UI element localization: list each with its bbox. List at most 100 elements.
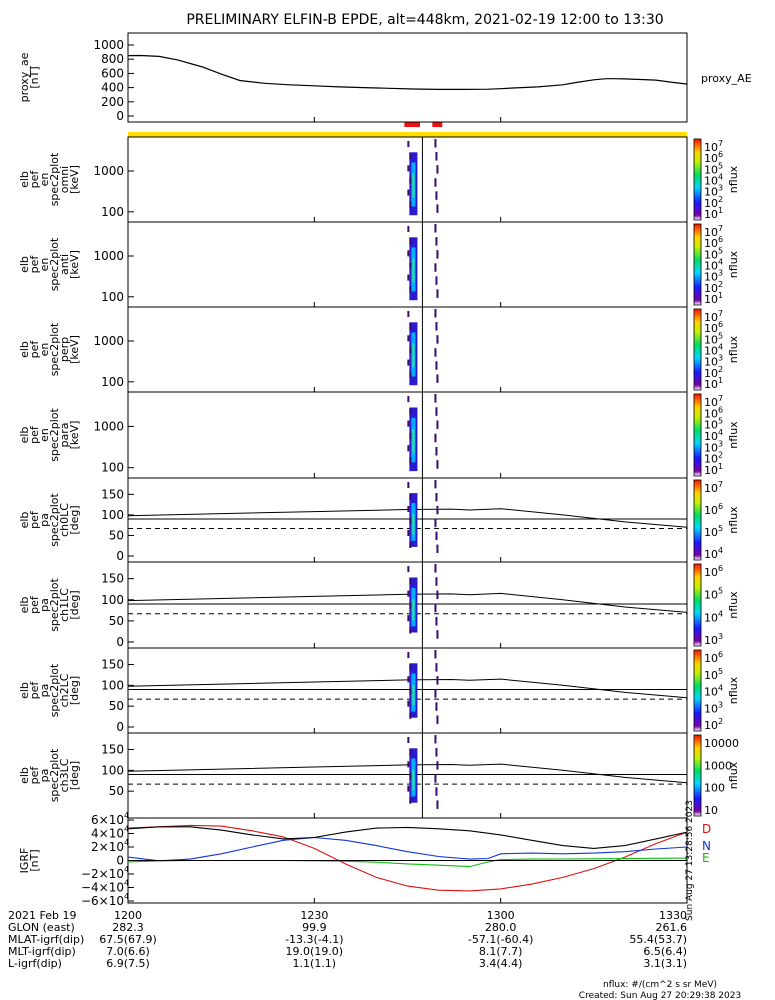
- colorbar-gradient: [693, 479, 702, 561]
- igrf-line-total: [127, 826, 688, 849]
- footer-value: 282.3: [112, 921, 144, 934]
- spectrogram-blob-peak: [412, 173, 415, 198]
- spectrogram-blob-peak: [412, 343, 415, 368]
- colorbar-tick-label: 10: [704, 311, 718, 324]
- y-axis-title: en: [38, 258, 51, 272]
- colorbar-tick-label: 10: [704, 441, 718, 454]
- y-tick-label: 100: [101, 375, 124, 389]
- spectrogram-speckle: [409, 432, 412, 439]
- igrf-line-N: [127, 836, 688, 862]
- spectrogram-speckle: [436, 250, 439, 259]
- spectrogram-speckle: [407, 652, 410, 659]
- y-axis-title: proxy_ae: [18, 52, 31, 102]
- colorbar-tick-label: 10: [704, 634, 718, 647]
- colorbar-tick-label: 10: [704, 271, 718, 284]
- colorbar-title: nflux: [727, 591, 740, 619]
- y-tick-label: 600: [101, 66, 124, 80]
- y-axis-title: spec2plot: [48, 152, 61, 206]
- colorbar-tick-label: 10: [704, 566, 718, 579]
- colorbar-tick-label: 10: [704, 260, 718, 273]
- colorbar-tick-label: 10: [704, 356, 718, 369]
- series-label-proxy-ae: proxy_AE: [701, 72, 752, 85]
- spectrogram-speckle: [407, 761, 410, 768]
- colorbar-tick-label: 10: [704, 345, 718, 358]
- y-axis-title: [keV]: [68, 250, 81, 279]
- spectrogram-speckle: [435, 152, 438, 161]
- y-axis-title: omni: [58, 166, 71, 193]
- panel-frame: [127, 391, 688, 479]
- spectrogram-blob-peak: [412, 684, 415, 706]
- colorbar-tick-label: 10: [704, 453, 718, 466]
- footer-row-label: MLT-igrf(dip): [8, 945, 76, 958]
- spectrogram-speckle: [409, 749, 412, 756]
- colorbar-tick-exponent: 1: [718, 376, 723, 385]
- spectrogram-speckle: [407, 311, 410, 318]
- y-tick-label: 100: [101, 461, 124, 475]
- y-tick-label: 1000: [93, 419, 124, 433]
- colorbar-tick-exponent: 2: [718, 451, 723, 460]
- loss-cone-line: [127, 763, 688, 784]
- colorbar-gradient: [693, 223, 702, 306]
- spectrogram-speckle: [407, 189, 410, 196]
- y-axis-title: spec2plot: [48, 493, 61, 547]
- colorbar-tick-label: 10: [704, 248, 718, 261]
- spectrogram-speckle: [409, 712, 412, 719]
- footer-value: 261.6: [656, 921, 688, 934]
- footer-value: 3.4(4.4): [479, 957, 523, 970]
- spectrogram-speckle: [407, 420, 410, 427]
- colorbar-tick-label: 10: [704, 322, 718, 335]
- y-axis-title: pef: [28, 595, 41, 614]
- colorbar-title: nflux: [727, 506, 740, 534]
- y-tick-exponent: 4: [124, 865, 129, 874]
- y-axis-title: pef: [28, 255, 41, 274]
- y-axis-title: [deg]: [68, 761, 81, 790]
- spectrogram-speckle: [435, 446, 438, 456]
- colorbar-gradient: [693, 563, 702, 647]
- colorbar-tick-exponent: 6: [718, 564, 723, 573]
- spectrogram-speckle: [407, 737, 410, 744]
- y-axis-title: spec2plot: [48, 748, 61, 802]
- y-axis-title: pa: [38, 513, 51, 527]
- y-axis-title: spec2plot: [48, 237, 61, 291]
- colorbar-tick-exponent: 3: [718, 354, 723, 363]
- spectrogram-speckle: [407, 590, 410, 597]
- spectrogram-speckle: [434, 603, 437, 613]
- y-tick-label: 100: [101, 290, 124, 304]
- colorbar-tick-label: 10: [704, 686, 718, 699]
- spectrogram-speckle: [436, 335, 439, 344]
- y-axis-title: [keV]: [68, 335, 81, 364]
- y-tick-label: 4×10: [91, 827, 124, 841]
- spectrogram-speckle: [409, 494, 412, 500]
- colorbar-tick-exponent: 6: [718, 502, 723, 511]
- colorbar-gradient: [693, 308, 702, 391]
- y-tick-exponent: 4: [124, 892, 129, 901]
- y-tick-label: 100: [101, 678, 124, 692]
- colorbar-tick-exponent: 5: [718, 524, 723, 533]
- spectrogram-speckle: [434, 518, 437, 528]
- colorbar-tick-exponent: 3: [718, 269, 723, 278]
- colorbar-tick-label: 10: [704, 702, 718, 715]
- colorbar-title: nflux: [727, 676, 740, 704]
- spectrogram-speckle: [409, 408, 412, 415]
- spectrogram-speckle: [409, 542, 412, 548]
- spectrogram-blob-peak: [412, 598, 415, 620]
- y-axis-title: pef: [28, 510, 41, 529]
- y-tick-label: 50: [109, 528, 124, 542]
- y-tick-label: 150: [101, 743, 124, 757]
- igrf-label-E: E: [702, 851, 710, 865]
- y-axis-title: ch3LC: [58, 758, 71, 792]
- y-tick-label: 150: [101, 658, 124, 672]
- y-tick-label: 0: [116, 109, 124, 123]
- spectrogram-speckle: [409, 773, 412, 780]
- y-axis-title: ch0LC: [58, 503, 71, 537]
- spectrogram-speckle: [409, 688, 412, 695]
- colorbar-tick-label: 10: [704, 611, 718, 624]
- spectrogram-blob-peak: [412, 258, 415, 283]
- colorbar-tick-label: 10: [704, 548, 718, 561]
- spectrogram-speckle: [434, 178, 437, 187]
